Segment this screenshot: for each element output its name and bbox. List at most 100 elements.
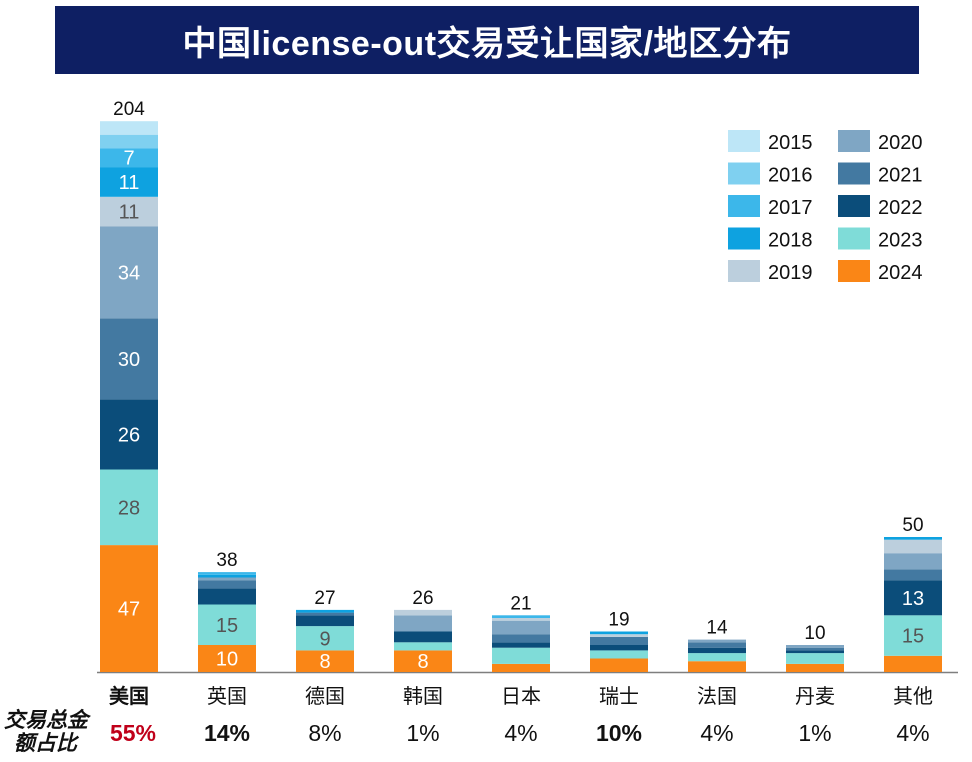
bar-segment-2020 [100, 226, 158, 319]
bar-segment-2022 [884, 580, 942, 616]
bar-segment-2017 [198, 572, 256, 575]
segment-label-2018: 11 [119, 172, 140, 194]
bar-segment-2024 [492, 663, 550, 672]
bar-segment-2022 [296, 615, 354, 627]
segment-label-2023: 9 [319, 628, 330, 650]
bar-segment-2018 [884, 537, 942, 540]
segment-label-2024: 10 [216, 649, 238, 671]
segment-label-2019: 11 [119, 202, 140, 224]
bar-segment-2019 [100, 196, 158, 227]
bar-segment-2019 [492, 618, 550, 621]
bar-segment-2024 [786, 663, 844, 672]
legend-label-2015: 2015 [768, 132, 813, 154]
share-value: 14% [204, 720, 250, 746]
legend-swatch-2020 [838, 130, 870, 152]
segment-label-2020: 34 [118, 262, 140, 284]
share-row-label-line1: 交易总金 [4, 709, 88, 732]
share-value: 55% [110, 720, 156, 746]
bar-segment-2015 [100, 121, 158, 135]
bar-segment-2021 [296, 612, 354, 616]
legend-swatch-2021 [838, 162, 870, 185]
bar-segment-2023 [492, 647, 550, 664]
share-value: 4% [700, 720, 733, 746]
category-label: 丹麦 [795, 685, 835, 708]
bar-segment-2022 [100, 399, 158, 470]
bar-segment-2021 [100, 318, 158, 400]
bar-total-label: 19 [608, 610, 629, 631]
category-label: 英国 [207, 685, 247, 708]
bar-total-label: 50 [902, 515, 923, 536]
bar-segment-2018 [198, 574, 256, 578]
share-value: 1% [406, 720, 439, 746]
category-label: 其他 [893, 685, 933, 708]
bar-segment-2023 [296, 626, 354, 651]
bar-segment-2021 [786, 647, 844, 651]
bar-segment-2019 [884, 539, 942, 554]
legend-swatch-2024 [838, 260, 870, 282]
bar-total-label: 14 [706, 618, 728, 639]
segment-label-2023: 15 [902, 626, 924, 648]
legend-label-2017: 2017 [768, 197, 813, 219]
bar-segment-2020 [492, 620, 550, 635]
segment-label-2024: 8 [319, 651, 330, 673]
category-label: 法国 [697, 685, 737, 708]
bar-segment-2023 [786, 653, 844, 664]
share-value: 10% [596, 720, 642, 746]
bar-segment-2019 [394, 609, 452, 616]
bar-segment-2021 [492, 634, 550, 643]
bar-segment-2019 [590, 634, 648, 637]
bar-segment-2020 [786, 645, 844, 648]
bar-total-label: 10 [804, 623, 825, 644]
bar-segment-2021 [198, 580, 256, 589]
legend-label-2020: 2020 [878, 132, 923, 154]
bar-segment-2022 [688, 647, 746, 654]
share-value: 4% [896, 720, 929, 746]
category-label: 瑞士 [599, 685, 639, 708]
category-label: 韩国 [403, 685, 443, 708]
bar-segment-2020 [884, 553, 942, 570]
bar-segment-2018 [100, 167, 158, 197]
category-label: 美国 [109, 684, 149, 708]
bar-segment-2024 [296, 650, 354, 672]
bar-segment-2023 [688, 653, 746, 662]
legend-swatch-2019 [728, 260, 760, 282]
legend-label-2016: 2016 [768, 165, 813, 187]
bar-segment-2020 [198, 577, 256, 581]
bar-segment-2024 [198, 645, 256, 672]
chart-title: 中国license-out交易受让国家/地区分布 [182, 24, 792, 63]
share-row-label-line2: 额占比 [14, 732, 77, 755]
legend-swatch-2022 [838, 195, 870, 217]
segment-label-2023: 28 [118, 497, 140, 519]
legend-swatch-2017 [728, 195, 760, 217]
category-label: 日本 [501, 685, 541, 708]
legend-label-2022: 2022 [878, 197, 923, 219]
title-banner: 中国license-out交易受让国家/地区分布 [55, 6, 919, 74]
bar-segment-2022 [198, 588, 256, 605]
bar-segment-2022 [492, 642, 550, 648]
category-label: 德国 [305, 685, 345, 708]
share-value: 1% [798, 720, 831, 746]
bar-segment-2016 [100, 134, 158, 149]
bar-segment-2021 [590, 636, 648, 645]
legend-label-2024: 2024 [878, 262, 923, 284]
bar-segment-2023 [198, 604, 256, 645]
legend-swatch-2023 [838, 227, 870, 250]
bar-segment-2021 [688, 642, 746, 648]
bar-segment-2022 [394, 631, 452, 643]
share-value: 4% [504, 720, 537, 746]
bar-segment-2020 [688, 639, 746, 643]
bar-total-label: 27 [314, 588, 335, 609]
segment-label-2022: 13 [902, 588, 924, 610]
bar-segment-2024 [590, 658, 648, 672]
bar-segment-2018 [296, 609, 354, 613]
legend-swatch-2016 [728, 162, 760, 185]
bar-segment-2022 [786, 650, 844, 654]
bar-segment-2024 [100, 545, 158, 672]
segment-label-2024: 47 [118, 599, 140, 621]
legend-label-2018: 2018 [768, 230, 813, 252]
legend-label-2021: 2021 [878, 165, 923, 187]
segment-label-2017: 7 [123, 148, 134, 170]
legend-swatch-2018 [728, 227, 760, 250]
